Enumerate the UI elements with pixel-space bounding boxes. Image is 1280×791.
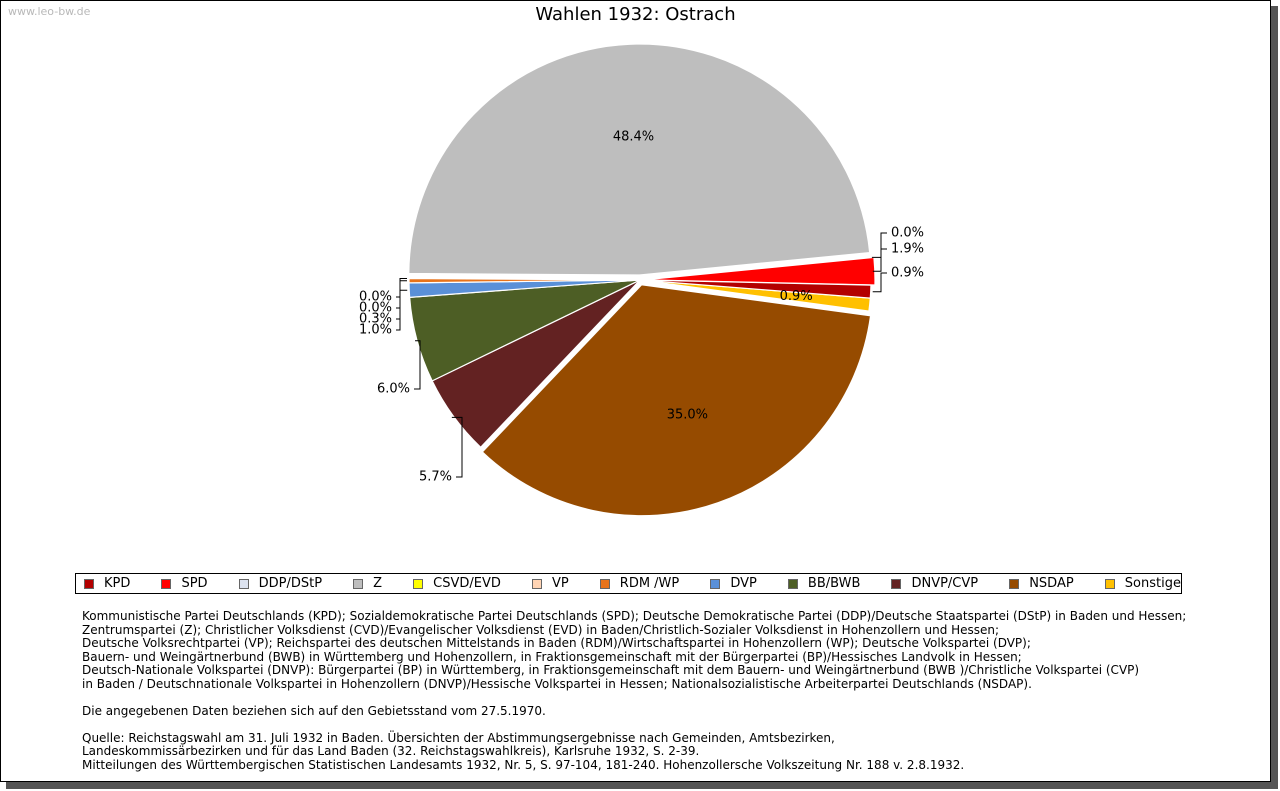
legend-swatch — [161, 578, 172, 589]
data-label: 0.9% — [780, 289, 813, 304]
note-line: Bauern- und Weingärtnerbund (BWB) in Wür… — [82, 649, 1022, 664]
note-line: Kommunistische Partei Deutschlands (KPD)… — [82, 609, 1187, 623]
legend-label: SPD — [181, 576, 208, 591]
leader-line — [396, 289, 408, 331]
data-label: 0.0% — [359, 290, 392, 305]
source-note: Quelle: Reichstagswahl am 31. Juli 1932 … — [82, 730, 1186, 773]
legend-swatch — [238, 578, 249, 589]
pie-chart: 48.4%35.0%0.9%0.0%1.9%0.9%0.0%0.0%0.3%1.… — [359, 43, 924, 517]
legend-swatch — [1104, 578, 1115, 589]
pie-slice — [408, 43, 871, 276]
data-label: 6.0% — [377, 382, 410, 397]
chart-title: Wahlen 1932: Ostrach — [535, 4, 736, 25]
data-label: 1.9% — [891, 242, 924, 257]
legend-swatch — [891, 578, 902, 589]
legend-item: KPD — [84, 576, 130, 591]
legend-item: SPD — [161, 576, 208, 591]
data-label: 1.0% — [359, 323, 392, 338]
data-label: 0.0% — [891, 226, 924, 241]
legend-swatch — [1009, 578, 1020, 589]
party-descriptions: Kommunistische Partei Deutschlands (KPD)… — [82, 609, 1187, 691]
leader-line — [872, 248, 887, 272]
leader-line — [414, 340, 421, 390]
legend-label: CSVD/EVD — [433, 576, 501, 591]
pie-slice — [481, 284, 872, 517]
pie-slice — [639, 279, 872, 299]
data-label: 0.3% — [359, 312, 392, 327]
legend-label: DNVP/CVP — [911, 576, 979, 591]
leader-line — [396, 278, 408, 309]
legend-label: DVP — [730, 576, 757, 591]
source-line: Mitteilungen des Württembergischen Stati… — [82, 757, 965, 772]
legend-swatch — [413, 578, 424, 589]
notes: Kommunistische Partei Deutschlands (KPD)… — [82, 609, 1187, 773]
legend-swatch — [353, 578, 364, 589]
legend-label: KPD — [104, 576, 131, 591]
legend-item: NSDAP — [1009, 576, 1074, 591]
note-line: Deutsch-Nationale Volkspartei (DNVP): Bü… — [82, 663, 1140, 677]
legend-item: CSVD/EVD — [413, 576, 501, 591]
legend-swatch — [599, 578, 610, 589]
legend-item: DDP/DStP — [238, 576, 323, 591]
leader-line — [396, 280, 408, 320]
note-line: in Baden / Deutschnationale Volkspartei … — [82, 676, 1032, 691]
legend-label: RDM /WP — [619, 576, 680, 591]
legend: KPD SPD DDP/DStP Z CSVD/EVD VP RDM /WP DVP BB/BW… — [75, 573, 1182, 594]
leader-line — [872, 272, 887, 293]
leader-line — [871, 232, 887, 258]
legend-label: DDP/DStP — [258, 576, 323, 591]
legend-item: BB/BWB — [787, 576, 861, 591]
data-label: 5.7% — [419, 470, 452, 485]
pie-slice — [408, 277, 641, 284]
legend-label: NSDAP — [1029, 576, 1074, 591]
data-label: 48.4% — [613, 129, 654, 144]
note-line: Deutsche Volksrechtpartei (VP); Reichspa… — [82, 636, 1031, 650]
legend-item: VP — [531, 576, 569, 591]
leader-line — [451, 416, 463, 478]
legend-item: DVP — [710, 576, 757, 591]
legend-swatch — [787, 578, 798, 589]
legend-item: Z — [353, 576, 382, 591]
legend-item: RDM /WP — [599, 576, 680, 591]
source-line: Landeskommissärbezirken und für das Land… — [82, 744, 700, 758]
legend-item: DNVP/CVP — [891, 576, 978, 591]
legend-label: BB/BWB — [807, 576, 861, 591]
gebietsstand-note: Die angegebenen Daten beziehen sich auf … — [82, 703, 546, 718]
data-label: 0.9% — [891, 266, 924, 281]
note-line: Zentrumspartei (Z); Christlicher Volksdi… — [82, 622, 1000, 637]
legend-label: VP — [551, 576, 569, 591]
source-line: Quelle: Reichstagswahl am 31. Juli 1932 … — [82, 730, 835, 745]
legend-swatch — [84, 578, 94, 589]
data-label: 35.0% — [667, 408, 708, 423]
legend-swatch — [710, 578, 721, 589]
legend-item: Sonstige — [1104, 576, 1181, 591]
legend-label: Z — [373, 576, 383, 591]
legend-label: Sonstige — [1124, 576, 1181, 591]
leader-line — [396, 278, 408, 298]
data-label: 0.0% — [359, 301, 392, 316]
legend-swatch — [531, 578, 542, 589]
watermark: www.leo-bw.de — [8, 5, 91, 18]
